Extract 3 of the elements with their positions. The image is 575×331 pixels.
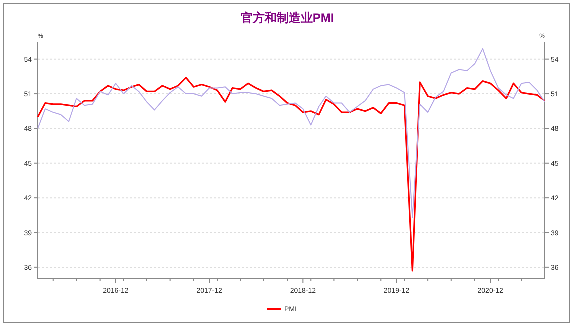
line-series: [38, 48, 546, 218]
chart-title: 官方和制造业PMI: [240, 11, 334, 25]
line-series: [37, 77, 546, 272]
